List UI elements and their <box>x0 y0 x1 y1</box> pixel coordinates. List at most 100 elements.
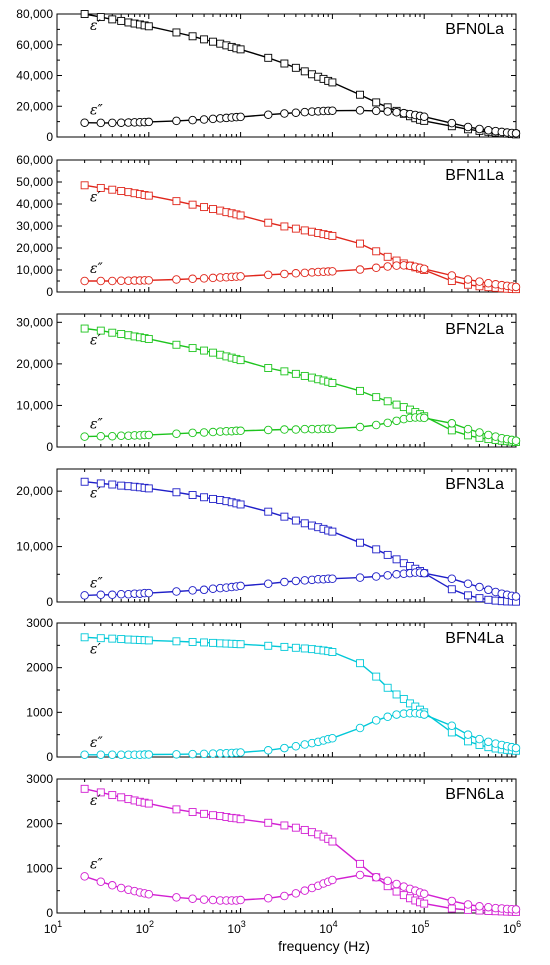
data-point <box>172 340 181 349</box>
x-tick-label-base: 10 <box>227 922 241 936</box>
data-point <box>392 400 401 409</box>
data-point <box>280 821 289 830</box>
data-point <box>328 648 337 656</box>
data-point <box>172 488 181 497</box>
data-point <box>236 272 245 281</box>
data-point <box>356 859 364 868</box>
data-point <box>117 793 126 802</box>
data-point <box>383 252 392 261</box>
data-point <box>484 595 493 604</box>
data-point <box>116 589 126 599</box>
y-tick-label: 0 <box>46 750 53 764</box>
data-point <box>291 369 300 378</box>
data-point <box>108 590 117 600</box>
data-point <box>372 545 381 554</box>
data-point <box>419 889 429 899</box>
data-point <box>392 710 401 719</box>
data-point <box>117 481 126 490</box>
chart-panel: 0 10,000 20,000 ε′ ε″ BFN3La <box>16 468 521 609</box>
y-tick-label: 30,000 <box>16 315 53 329</box>
data-point <box>188 274 197 284</box>
data-point <box>96 276 106 286</box>
x-tick-label-exponent: 5 <box>424 919 429 929</box>
data-point <box>355 870 365 880</box>
x-tick-label-exponent: 6 <box>516 919 521 929</box>
data-point <box>188 344 197 353</box>
data-point <box>371 420 381 430</box>
data-point <box>80 432 89 441</box>
data-point <box>511 592 521 601</box>
data-point <box>328 106 337 115</box>
data-point <box>447 721 457 730</box>
data-point <box>447 896 457 906</box>
data-point <box>263 110 273 119</box>
data-point <box>264 53 273 62</box>
chart-panel: 0 1000 2000 3000 ε′ ε″ BFN6La <box>26 772 521 920</box>
y-tick-label: 80,000 <box>16 7 53 21</box>
data-point <box>328 379 337 387</box>
data-point <box>144 799 153 808</box>
eps-real-label: ε′ <box>90 641 102 657</box>
data-point <box>392 690 401 699</box>
data-point <box>328 78 337 87</box>
data-point <box>208 584 218 593</box>
data-point <box>280 425 289 434</box>
data-point <box>300 424 310 434</box>
x-tick-label-base: 10 <box>319 922 333 936</box>
y-tick-label: 0 <box>46 440 53 454</box>
data-point <box>484 737 493 747</box>
data-point <box>392 107 401 117</box>
data-point <box>484 585 493 595</box>
y-tick-label: 3000 <box>26 772 53 786</box>
data-point <box>392 416 401 426</box>
data-point <box>392 887 401 896</box>
data-point <box>383 550 392 559</box>
data-point <box>172 197 181 206</box>
data-point <box>80 750 89 760</box>
data-point <box>463 730 473 739</box>
data-point <box>200 493 209 502</box>
data-point <box>420 899 429 908</box>
data-point <box>447 904 456 913</box>
data-point <box>371 263 381 273</box>
data-point <box>200 203 209 212</box>
data-point <box>264 364 273 372</box>
data-point <box>144 484 153 493</box>
data-point <box>511 905 521 914</box>
eps-imag-label: ε″ <box>90 417 104 433</box>
data-point <box>172 429 181 438</box>
data-point <box>383 262 392 271</box>
data-point <box>291 742 301 751</box>
x-tick-label-exponent: 1 <box>57 919 62 929</box>
data-point <box>447 585 456 594</box>
data-point <box>328 267 337 276</box>
data-point <box>356 386 364 395</box>
data-point <box>475 277 484 286</box>
data-point <box>144 750 154 759</box>
data-point <box>188 808 197 817</box>
data-point <box>236 895 245 905</box>
data-point <box>80 324 89 333</box>
data-point <box>188 491 197 499</box>
data-point <box>144 117 154 127</box>
data-point <box>263 425 273 435</box>
y-tick-label: 30,000 <box>16 219 53 233</box>
y-tick-label: 0 <box>46 906 53 920</box>
data-point <box>280 109 289 118</box>
data-point <box>199 115 209 124</box>
data-point <box>372 393 381 402</box>
y-tick-label: 0 <box>46 130 53 144</box>
data-point <box>371 106 381 116</box>
x-tick-label: 101 <box>44 919 62 936</box>
data-point <box>108 15 117 24</box>
data-point <box>383 397 392 406</box>
data-point <box>447 574 457 583</box>
data-point <box>447 728 456 737</box>
data-point <box>208 427 218 437</box>
data-point <box>172 893 181 902</box>
data-point <box>372 98 381 107</box>
data-point <box>392 879 401 889</box>
data-point <box>447 426 456 435</box>
y-tick-label: 2000 <box>26 817 53 831</box>
data-point <box>116 883 126 893</box>
